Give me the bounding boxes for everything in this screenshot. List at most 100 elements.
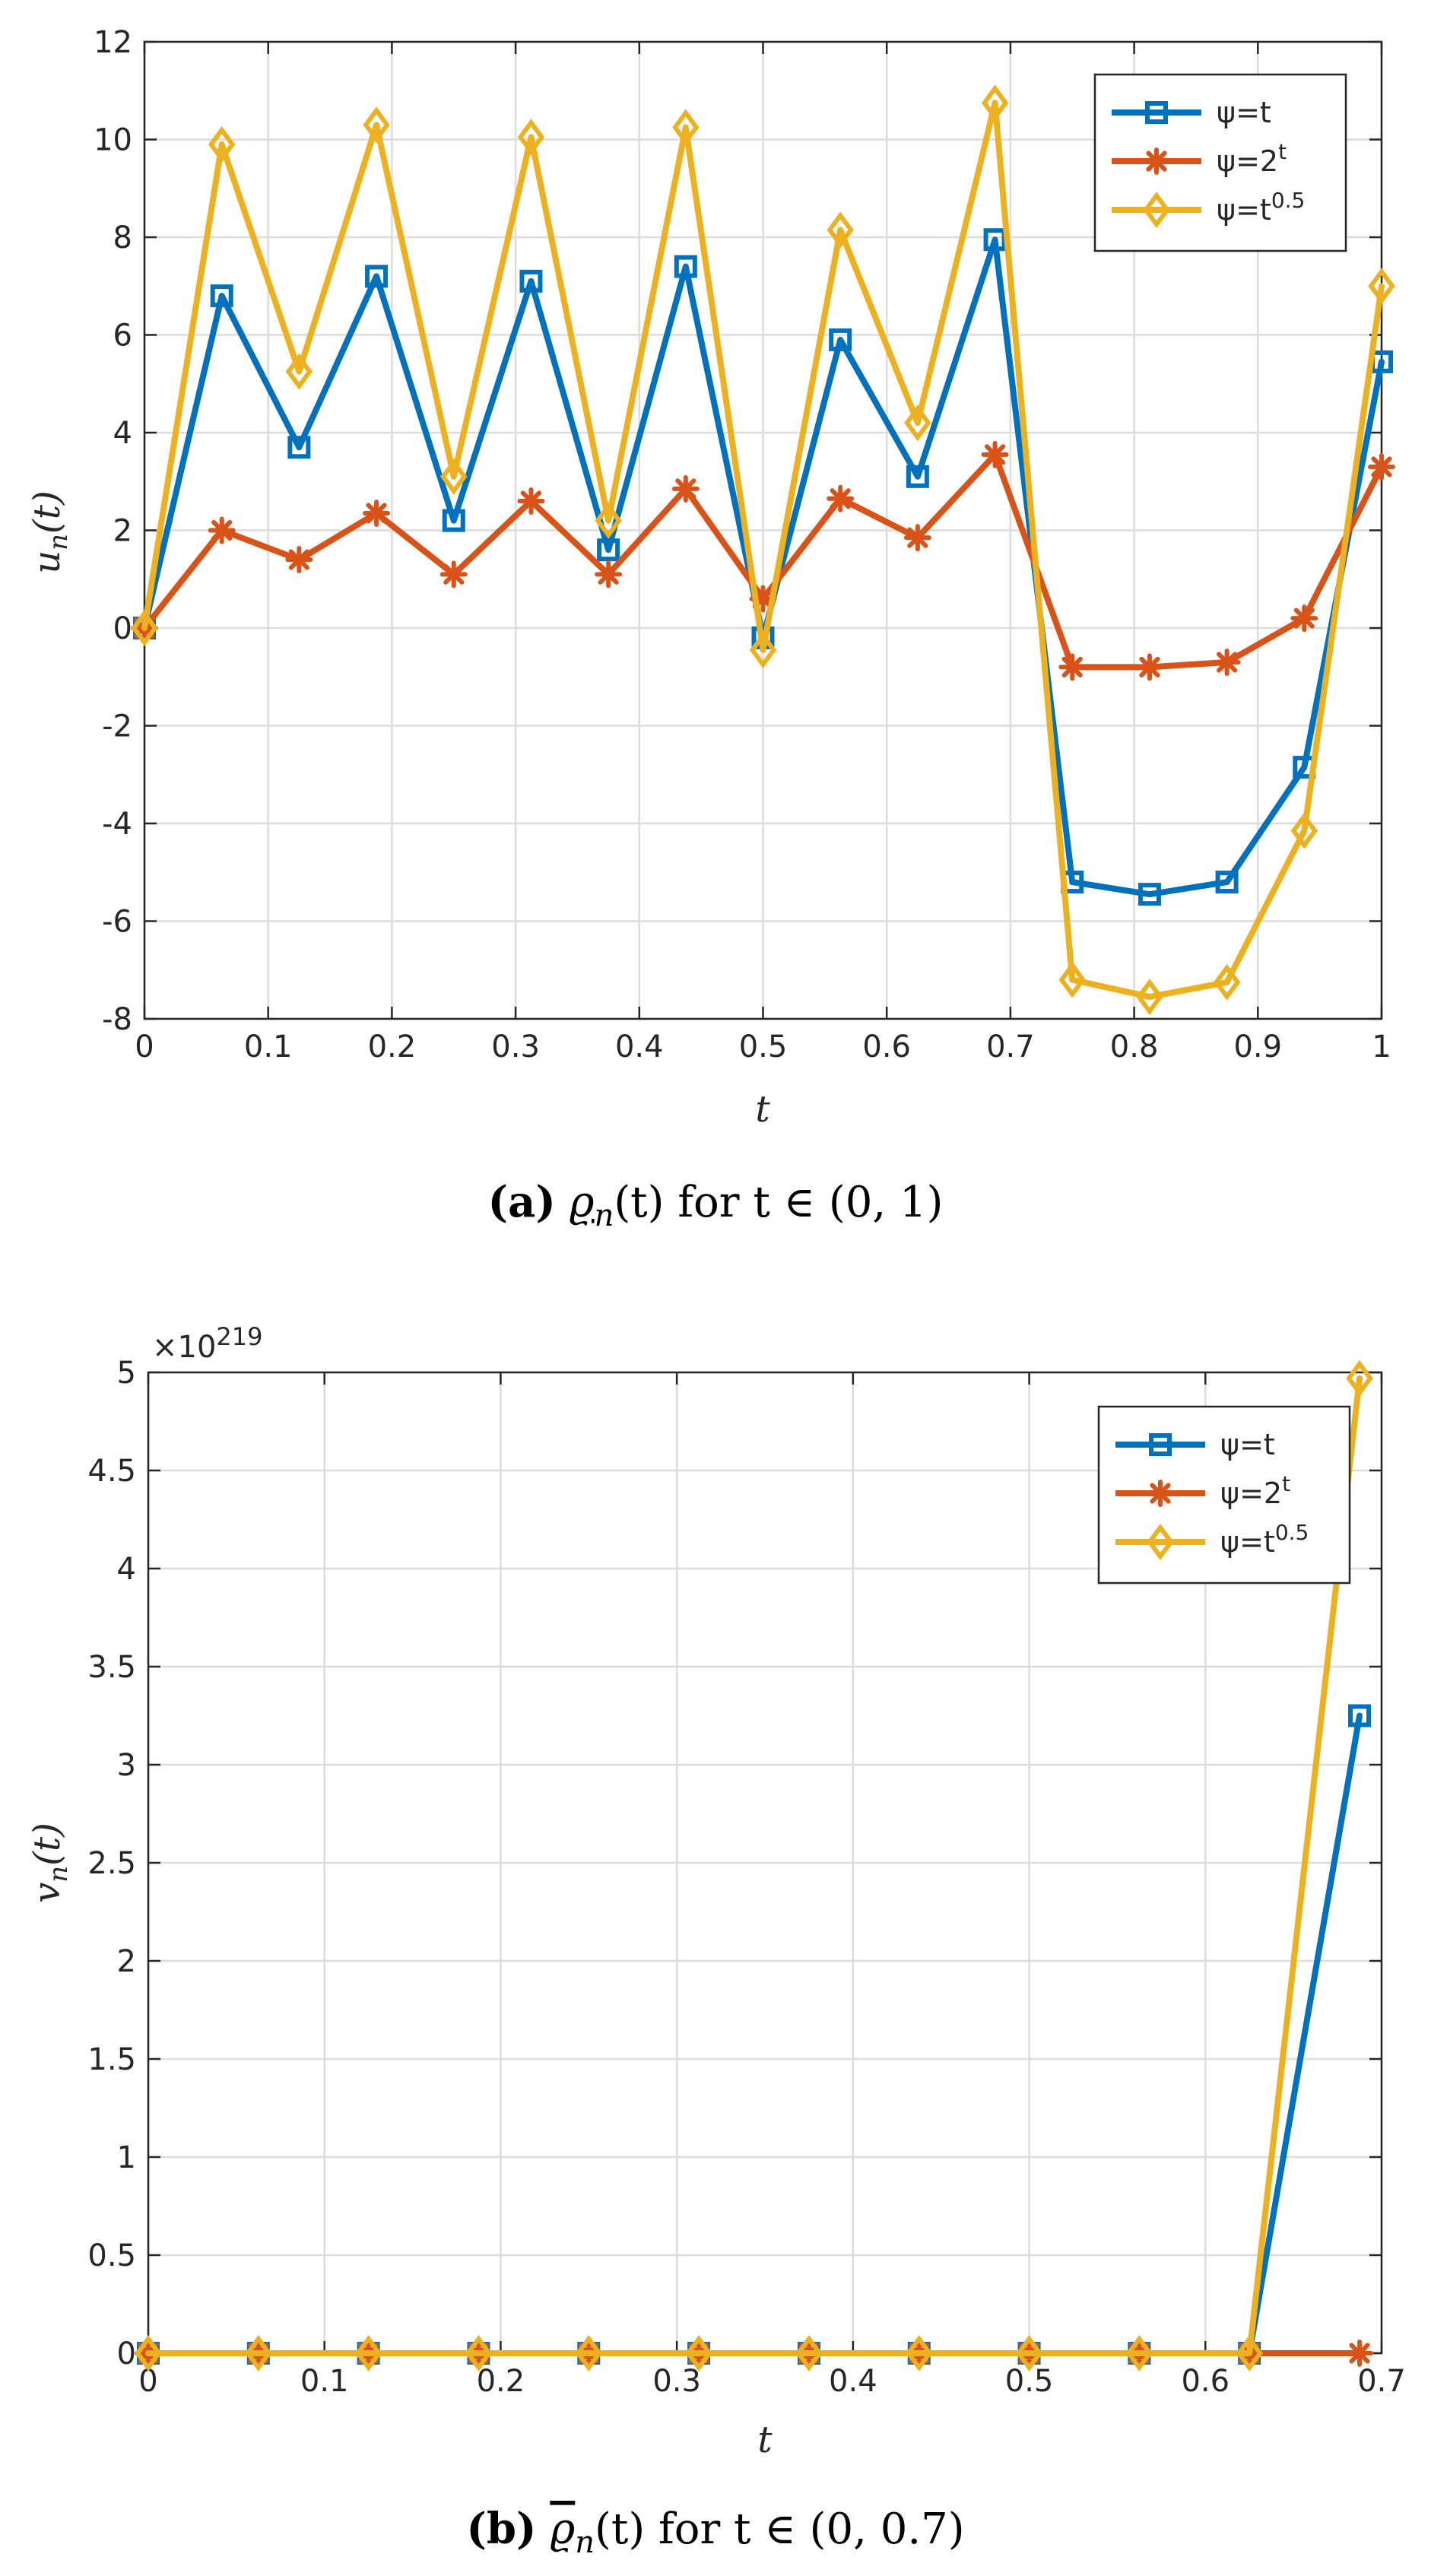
panel-a-series-2-point-1 [208, 516, 236, 544]
panel-a-series-2-point-9 [827, 484, 855, 512]
panel-b-legend-entry-2-marker [1147, 1480, 1174, 1507]
panel-b-legend-entries: ψ=tψ=2tψ=t0.5 [1115, 1428, 1309, 1561]
panel-a-caption-sub: n [595, 1198, 614, 1233]
panel-b-caption-text: (t) for t ∈ (0, 0.7) [595, 2505, 965, 2554]
panel-b-series-3 [135, 1359, 1373, 2372]
panel-b-legend-entry-1-label: ψ=t [1220, 1428, 1275, 1461]
panel-a-xtick-label-10: 1 [1372, 1029, 1391, 1064]
panel-a-legend-entry-3-label-base: ψ=t [1217, 193, 1271, 227]
panel-a-legend-entry-2: ψ=2t [1112, 139, 1287, 178]
panel-a-series-1-point-10 [906, 465, 929, 488]
panel-b-ticks: 0 0.1 0.2 0.3 0.4 0.5 0.6 0.700.511.522.533.544… [87, 1356, 1405, 2399]
panel-b-ytick-label-5: 2.5 [87, 1846, 136, 1881]
panel-b-ytick-label-4: 2 [117, 1944, 136, 1979]
panel-a-ytick-label-7: 6 [113, 319, 132, 354]
panel-a-series-2-point-10 [903, 524, 931, 552]
panel-b-series [135, 1359, 1374, 2372]
panel-a-series-1-point-6 [597, 538, 620, 562]
panel-b-legend-entry-1-marker [1149, 1433, 1172, 1456]
panel-a-series-3-point-2 [285, 353, 313, 390]
panel-a-ytick-label-0: -8 [102, 1002, 132, 1037]
panel-a-series-3-point-13 [1136, 979, 1163, 1016]
panel-b-legend-entry-1-label-base: ψ=t [1220, 1428, 1275, 1461]
panel-b-series-1-line [145, 1712, 1363, 2356]
panel-b-legend-entry-2-label-base: ψ=2 [1220, 1477, 1282, 1510]
panel-a-xtick-label-8: 0.8 [1110, 1029, 1159, 1064]
panel-b-ylabel: vn(t) [26, 1823, 74, 1903]
panel-b-ytick-label-3: 1.5 [87, 2042, 136, 2077]
panel-a-series-3-point-0 [131, 609, 158, 647]
panel-a-series-2-point-12 [1058, 653, 1087, 681]
panel-a-caption-tag: (a) [488, 1177, 556, 1227]
panel-a-legend-entry-1-label: ψ=t [1217, 96, 1271, 129]
panel-a-series-1-point-3 [365, 265, 389, 288]
panel-a-series-3-point-7 [672, 109, 700, 146]
panel-b-legend-entry-3-label-base: ψ=t [1220, 1525, 1275, 1559]
panel-b-ytick-label-10: 5 [117, 1356, 136, 1391]
panel-b-series-3-point-10 [1236, 2334, 1263, 2372]
panel-b-series-1-point-11 [1348, 1704, 1372, 1727]
panel-a-ytick-label-8: 8 [113, 220, 132, 255]
panel-a-legend-entry-2-marker [1143, 148, 1170, 175]
panel-b-legend-entry-2-label-sup: t [1282, 1471, 1290, 1496]
panel-a-legend-entry-1: ψ=t [1112, 96, 1271, 129]
panel-a-series-1-point-13 [1138, 883, 1161, 906]
panel-a-ytick-label-3: -2 [102, 709, 132, 744]
panel-b-chart: 0 0.1 0.2 0.3 0.4 0.5 0.6 0.700.511.522.533.544… [26, 1322, 1406, 2560]
panel-a-series-2-point-13 [1135, 653, 1163, 681]
panel-b-ytick-label-6: 3 [117, 1748, 136, 1783]
panel-b-legend-entry-3: ψ=t0.5 [1115, 1520, 1309, 1561]
panel-b-series-3-point-8 [1015, 2334, 1043, 2372]
panel-b-series-3-point-4 [575, 2334, 603, 2372]
panel-a-series-3-point-3 [363, 106, 390, 144]
panel-a-series-2-point-2 [285, 546, 313, 574]
panel-b-series-3-point-0 [135, 2334, 162, 2372]
panel-b-series-3-point-3 [465, 2334, 493, 2372]
panel-a-legend-entry-2-label-sup: t [1278, 139, 1287, 164]
panel-a-series-2-point-6 [595, 560, 623, 588]
panel-a-series-3 [131, 84, 1395, 1016]
panel-a-series-3-point-10 [904, 404, 931, 442]
panel-b-ytick-label-2: 1 [117, 2140, 136, 2175]
panel-a-xtick-label-0: 0 [135, 1029, 154, 1064]
panel-a-ylabel-rest: (t) [26, 490, 68, 534]
panel-b-ylabel-rest: (t) [26, 1823, 68, 1866]
panel-a-ylabel: un(t) [26, 490, 74, 574]
panel-a-legend-entry-2-label: ψ=2t [1217, 139, 1287, 178]
panel-b-xtick-label-1: 0.1 [300, 2364, 349, 2399]
panel-a-ytick-label-2: -4 [102, 807, 132, 842]
panel-a-series-3-point-14 [1213, 963, 1241, 1001]
panel-b-series-3-point-1 [245, 2334, 272, 2372]
panel-a-series-1-point-1 [210, 284, 233, 308]
panel-a-series-1-point-9 [829, 328, 852, 351]
panel-a-series-3-point-9 [827, 211, 854, 249]
panel-b-exponent-label: ×10219 [152, 1322, 263, 1365]
panel-b-series-2-point-11 [1346, 2340, 1374, 2367]
panel-b-series-3-point-5 [685, 2334, 712, 2372]
panel-b-series-3-point-11 [1346, 1359, 1373, 1397]
panel-b-xtick-label-6: 0.6 [1181, 2364, 1230, 2399]
panel-a-ytick-label-10: 12 [94, 25, 132, 60]
panel-a-series-3-point-6 [595, 502, 622, 539]
panel-b-series-3-point-9 [1125, 2334, 1153, 2372]
panel-a-series-3-point-1 [208, 125, 236, 163]
panel-b-ylabel-sub: n [43, 1866, 74, 1883]
panel-a-legend-entry-3-label-sup: 0.5 [1271, 188, 1306, 213]
panel-a-series-3-point-4 [440, 458, 468, 495]
panel-b-xtick-label-3: 0.3 [652, 2364, 701, 2399]
panel-b-xtick-label-4: 0.4 [829, 2364, 877, 2399]
panel-a-series-3-point-12 [1058, 961, 1086, 998]
panel-b-legend-entry-3-label-sup: 0.5 [1275, 1520, 1309, 1545]
panel-b-legend: ψ=tψ=2tψ=t0.5 [1097, 1405, 1351, 1585]
panel-a-series-3-point-15 [1290, 812, 1318, 849]
panel-a-series-3-line [141, 100, 1385, 1001]
panel-b-series-3-point-7 [906, 2334, 933, 2372]
panel-b-caption: (b) ϱn(t) for t ∈ (0, 0.7) [466, 2504, 964, 2560]
panel-b-exponent-power: 219 [216, 1322, 262, 1351]
panel-a-xtick-label-6: 0.6 [862, 1029, 911, 1064]
panel-a-xtick-label-3: 0.3 [491, 1029, 540, 1064]
panel-b-ytick-label-0: 0 [117, 2336, 136, 2371]
panel-a-series-3-point-11 [981, 84, 1009, 122]
panel-a-ytick-label-4: 0 [113, 611, 132, 646]
